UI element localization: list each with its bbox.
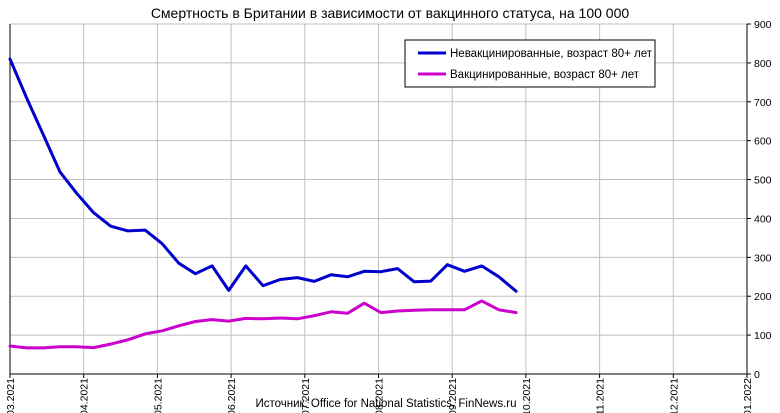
x-tick-label: 11.2021 bbox=[595, 378, 607, 413]
y-tick-label: 900 bbox=[754, 19, 772, 31]
y-tick-label: 800 bbox=[754, 58, 772, 70]
x-tick-label: 05.2021 bbox=[152, 378, 164, 413]
x-tick-label: 03.2021 bbox=[5, 378, 17, 413]
source-note: Источник: Office for National Statistics… bbox=[255, 398, 516, 410]
axes: 0 100 200 300 400 500 600 700 800 900 03.2021 04.20… bbox=[5, 19, 772, 413]
y-tick-label: 400 bbox=[754, 213, 772, 225]
y-tick-label: 600 bbox=[754, 136, 772, 148]
x-tick-label: 01.2022 bbox=[742, 378, 754, 413]
x-tick-label: 04.2021 bbox=[79, 378, 91, 413]
series-lines bbox=[8, 57, 518, 350]
legend: Невакцинированные, возраст 80+ лет Вакци… bbox=[404, 39, 656, 88]
y-tick-label: 700 bbox=[754, 97, 772, 109]
y-tick-label: 500 bbox=[754, 175, 772, 187]
chart-title: Смертность в Британии в зависимости от в… bbox=[151, 5, 630, 21]
x-tick-label: 06.2021 bbox=[226, 378, 238, 413]
legend-label-unvaccinated: Невакцинированные, возраст 80+ лет bbox=[450, 48, 653, 60]
series-line-vaccinated bbox=[8, 299, 518, 350]
x-tick-label: 08.2021 bbox=[374, 378, 386, 413]
legend-box bbox=[404, 39, 656, 88]
x-tick-label: 10.2021 bbox=[521, 378, 533, 413]
x-tick-label: 07.2021 bbox=[300, 378, 312, 413]
series-line-unvaccinated bbox=[8, 57, 518, 293]
y-tick-label: 200 bbox=[754, 291, 772, 303]
y-tick-label: 100 bbox=[754, 330, 772, 342]
y-tick-label: 300 bbox=[754, 252, 772, 264]
y-tick-label: 0 bbox=[754, 369, 760, 381]
x-tick-label: 12.2021 bbox=[668, 378, 680, 413]
x-tick-label: 09.2021 bbox=[447, 378, 459, 413]
legend-label-vaccinated: Вакцинированные, возраст 80+ лет bbox=[450, 69, 640, 81]
